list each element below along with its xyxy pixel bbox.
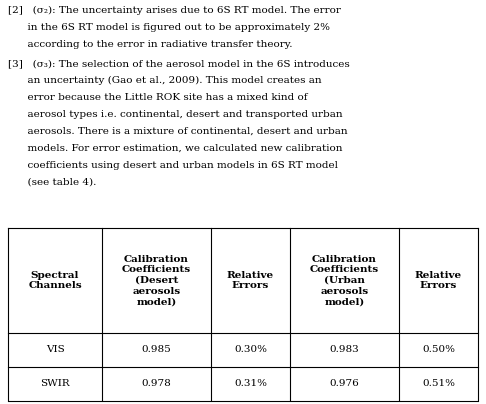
Text: in the 6S RT model is figured out to be approximately 2%: in the 6S RT model is figured out to be … [8, 23, 330, 32]
Text: (see table 4).: (see table 4). [8, 178, 96, 187]
Text: 0.51%: 0.51% [422, 379, 455, 389]
Text: 0.31%: 0.31% [234, 379, 267, 389]
Text: Relative
Errors: Relative Errors [415, 271, 462, 290]
Text: models. For error estimation, we calculated new calibration: models. For error estimation, we calcula… [8, 144, 343, 153]
Text: aerosols. There is a mixture of continental, desert and urban: aerosols. There is a mixture of continen… [8, 127, 347, 136]
Text: SWIR: SWIR [40, 379, 70, 389]
Text: Relative
Errors: Relative Errors [227, 271, 274, 290]
Bar [8, 228, 478, 400]
Text: aerosol types i.e. continental, desert and transported urban: aerosol types i.e. continental, desert a… [8, 110, 343, 119]
Text: coefficients using desert and urban models in 6S RT model: coefficients using desert and urban mode… [8, 161, 338, 170]
Text: VIS: VIS [46, 345, 64, 354]
Text: 0.985: 0.985 [141, 345, 171, 354]
Text: an uncertainty (Gao et al., 2009). This model creates an: an uncertainty (Gao et al., 2009). This … [8, 76, 322, 85]
Text: 0.976: 0.976 [330, 379, 359, 389]
Text: Calibration
Coefficients
(Desert
aerosols
model): Calibration Coefficients (Desert aerosol… [122, 255, 191, 307]
Text: 0.50%: 0.50% [422, 345, 455, 354]
Text: [2]   (σ₂): The uncertainty arises due to 6S RT model. The error: [2] (σ₂): The uncertainty arises due to … [8, 6, 341, 15]
Text: Spectral
Channels: Spectral Channels [28, 271, 82, 290]
Text: Calibration
Coefficients
(Urban
aerosols
model): Calibration Coefficients (Urban aerosols… [310, 255, 379, 307]
Text: [3]   (σ₃): The selection of the aerosol model in the 6S introduces: [3] (σ₃): The selection of the aerosol m… [8, 59, 350, 68]
Text: error because the Little ROK site has a mixed kind of: error because the Little ROK site has a … [8, 93, 308, 102]
Text: according to the error in radiative transfer theory.: according to the error in radiative tran… [8, 40, 293, 49]
Text: 0.978: 0.978 [141, 379, 171, 389]
Text: 0.983: 0.983 [330, 345, 359, 354]
Text: 0.30%: 0.30% [234, 345, 267, 354]
